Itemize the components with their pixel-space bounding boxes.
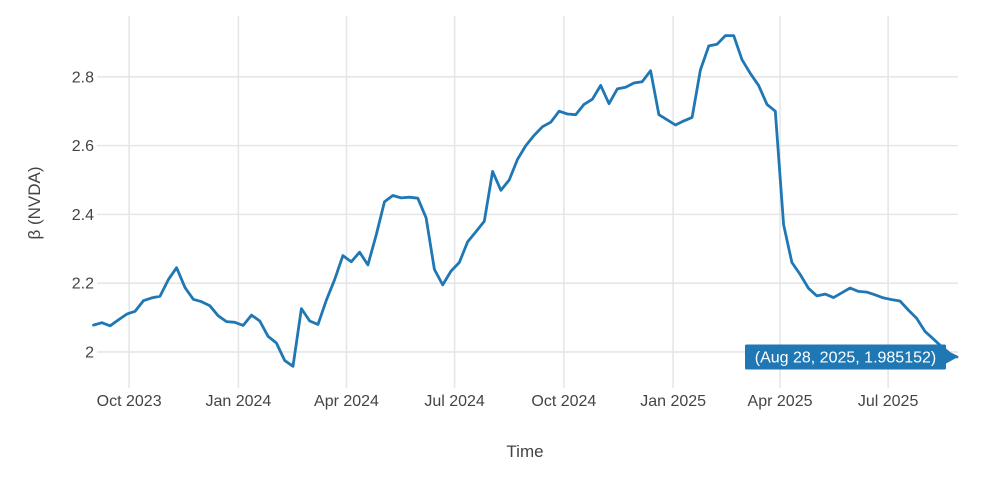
y-axis-title: β (NVDA) bbox=[25, 166, 44, 239]
hover-tooltip: (Aug 28, 2025, 1.985152) bbox=[745, 344, 958, 370]
x-tick-label: Apr 2024 bbox=[314, 393, 379, 410]
x-tick-label: Jan 2025 bbox=[640, 393, 706, 410]
x-tick-label: Jul 2024 bbox=[424, 393, 485, 410]
tooltip-box bbox=[745, 344, 946, 370]
y-tick-label: 2.8 bbox=[72, 69, 94, 86]
y-tick-labels: 2 2.2 2.4 2.6 2.8 bbox=[72, 69, 94, 361]
beta-series bbox=[92, 34, 959, 368]
x-tick-labels: Oct 2023 Jan 2024 Apr 2024 Jul 2024 Oct 2024… bbox=[97, 393, 919, 410]
y-tick-label: 2.6 bbox=[72, 138, 94, 155]
y-tick-label: 2.4 bbox=[72, 207, 94, 224]
x-tick-label: Apr 2025 bbox=[748, 393, 813, 410]
x-axis-title: Time bbox=[506, 442, 543, 461]
x-tick-label: Jan 2024 bbox=[205, 393, 271, 410]
y-tick-label: 2 bbox=[85, 344, 94, 361]
beta-line[interactable] bbox=[92, 34, 959, 368]
x-tick-label: Jul 2025 bbox=[858, 393, 919, 410]
tooltip-label: (Aug 28, 2025, 1.985152) bbox=[755, 350, 936, 367]
gridlines bbox=[97, 16, 958, 388]
x-tick-label: Oct 2024 bbox=[531, 393, 596, 410]
x-tick-label: Oct 2023 bbox=[97, 393, 162, 410]
y-tick-label: 2.2 bbox=[72, 276, 94, 293]
tooltip-caret bbox=[946, 350, 958, 364]
